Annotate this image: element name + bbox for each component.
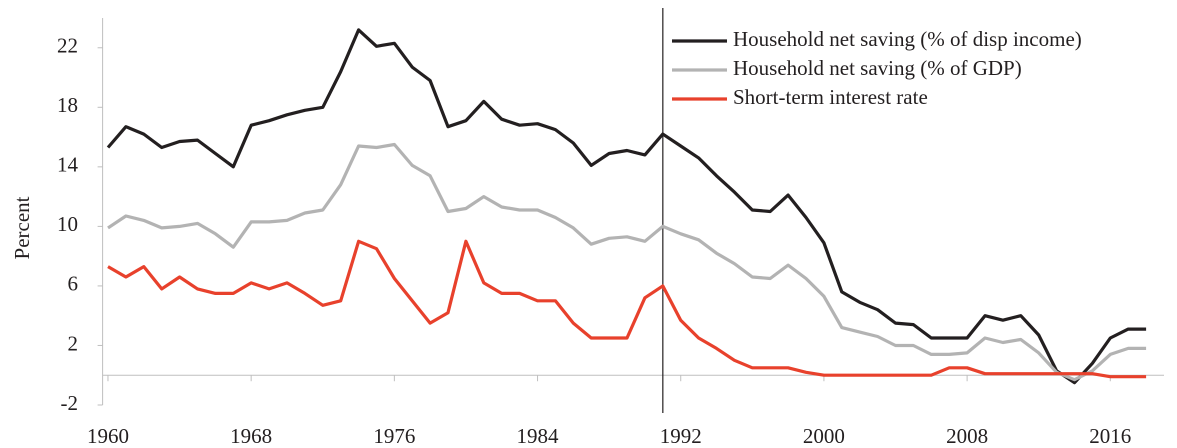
legend-label: Short-term interest rate xyxy=(733,85,928,109)
y-tick-label: 22 xyxy=(57,34,78,58)
y-tick-label: -2 xyxy=(61,391,79,415)
y-tick-label: 10 xyxy=(57,212,78,236)
y-tick-label: 14 xyxy=(57,153,79,177)
x-tick-label: 1960 xyxy=(87,424,129,448)
y-tick-label: 6 xyxy=(68,272,79,296)
y-tick-label: 2 xyxy=(68,331,79,355)
series-line xyxy=(106,28,1147,385)
legend-label: Household net saving (% of GDP) xyxy=(733,56,1022,80)
x-tick-label: 1984 xyxy=(517,424,560,448)
x-tick-label: 1968 xyxy=(230,424,272,448)
legend-label: Household net saving (% of disp income) xyxy=(733,27,1082,51)
x-tick-label: 2000 xyxy=(803,424,845,448)
series-line xyxy=(107,239,1147,379)
x-tick-label: 2016 xyxy=(1089,424,1131,448)
y-axis-label: Percent xyxy=(10,196,34,259)
x-tick-label: 1976 xyxy=(373,424,415,448)
x-tick-label: 2008 xyxy=(946,424,988,448)
x-tick-label: 1992 xyxy=(660,424,702,448)
y-tick-label: 18 xyxy=(57,93,78,117)
series-line xyxy=(107,142,1147,382)
